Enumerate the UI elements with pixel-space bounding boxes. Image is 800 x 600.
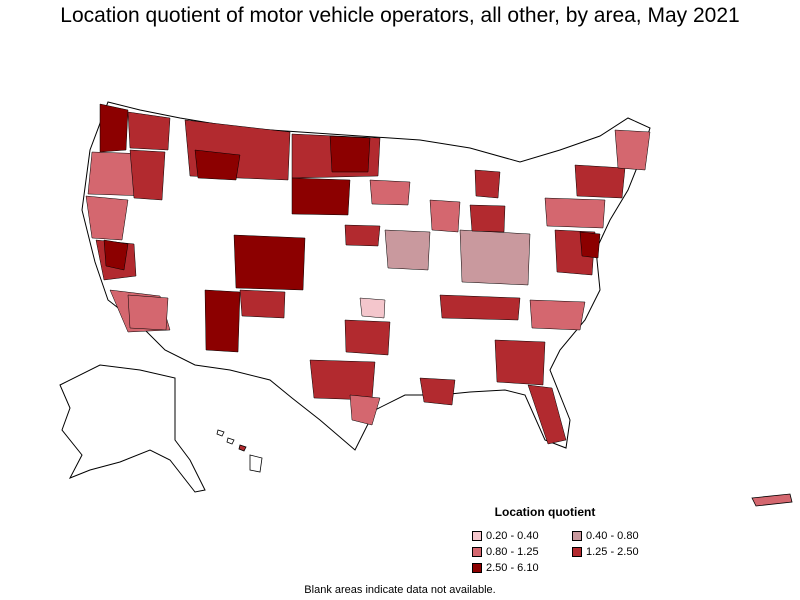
legend-label: 2.50 - 6.10: [486, 562, 539, 574]
alaska-outline: [59, 364, 206, 493]
area-south-dakota: [291, 177, 351, 216]
area-ohio-valley: [459, 229, 531, 286]
area-iowa: [344, 224, 381, 247]
area-washington-east: [127, 111, 171, 151]
area-new-york: [574, 164, 626, 199]
legend-swatch: [472, 547, 482, 557]
area-florida: [527, 384, 567, 445]
hawaii-islands: [216, 429, 263, 473]
area-oklahoma: [359, 297, 386, 319]
legend-title: Location quotient: [494, 505, 596, 519]
area-michigan: [474, 169, 501, 199]
legend-item: 0.80 - 1.25: [472, 546, 539, 558]
footnote: Blank areas indicate data not available.: [304, 584, 496, 596]
area-california-north: [85, 195, 129, 241]
shaded-areas: [85, 103, 651, 445]
area-georgia: [494, 339, 546, 386]
legend-swatch: [472, 563, 482, 573]
area-pennsylvania: [544, 197, 606, 229]
area-texas-gulf: [349, 394, 381, 426]
area-colorado: [233, 234, 306, 291]
area-arizona: [127, 294, 169, 331]
legend-item: 0.20 - 0.40: [472, 530, 539, 542]
legend-swatch: [472, 531, 482, 541]
area-colorado-south: [239, 289, 286, 319]
area-carolinas: [529, 299, 586, 331]
area-maryland: [579, 231, 601, 259]
legend-label: 0.40 - 0.80: [586, 530, 639, 542]
legend-swatch: [572, 547, 582, 557]
area-indiana: [469, 204, 506, 233]
map-title: Location quotient of motor vehicle opera…: [60, 4, 740, 27]
legend-item: 1.25 - 2.50: [572, 546, 639, 558]
area-washington-west: [99, 103, 129, 153]
legend-item: 0.40 - 0.80: [572, 530, 639, 542]
area-new-mexico: [204, 289, 241, 353]
legend-swatch: [572, 531, 582, 541]
area-new-england: [614, 129, 651, 171]
legend-label: 1.25 - 2.50: [586, 546, 639, 558]
puerto-rico: [751, 493, 793, 507]
area-illinois: [429, 199, 461, 233]
area-tennessee: [439, 294, 521, 321]
legend-label: 0.20 - 0.40: [486, 530, 539, 542]
area-texas-east: [344, 319, 391, 356]
area-texas-central: [309, 359, 376, 401]
legend-label: 0.80 - 1.25: [486, 546, 539, 558]
area-montana-west: [194, 149, 241, 181]
area-minnesota: [369, 179, 411, 206]
area-missouri: [384, 229, 431, 271]
legend-item: 2.50 - 6.10: [472, 562, 539, 574]
area-north-dakota-east: [329, 135, 371, 173]
area-louisiana: [419, 377, 456, 406]
area-oregon-east: [129, 149, 166, 201]
area-nevada: [103, 239, 129, 271]
